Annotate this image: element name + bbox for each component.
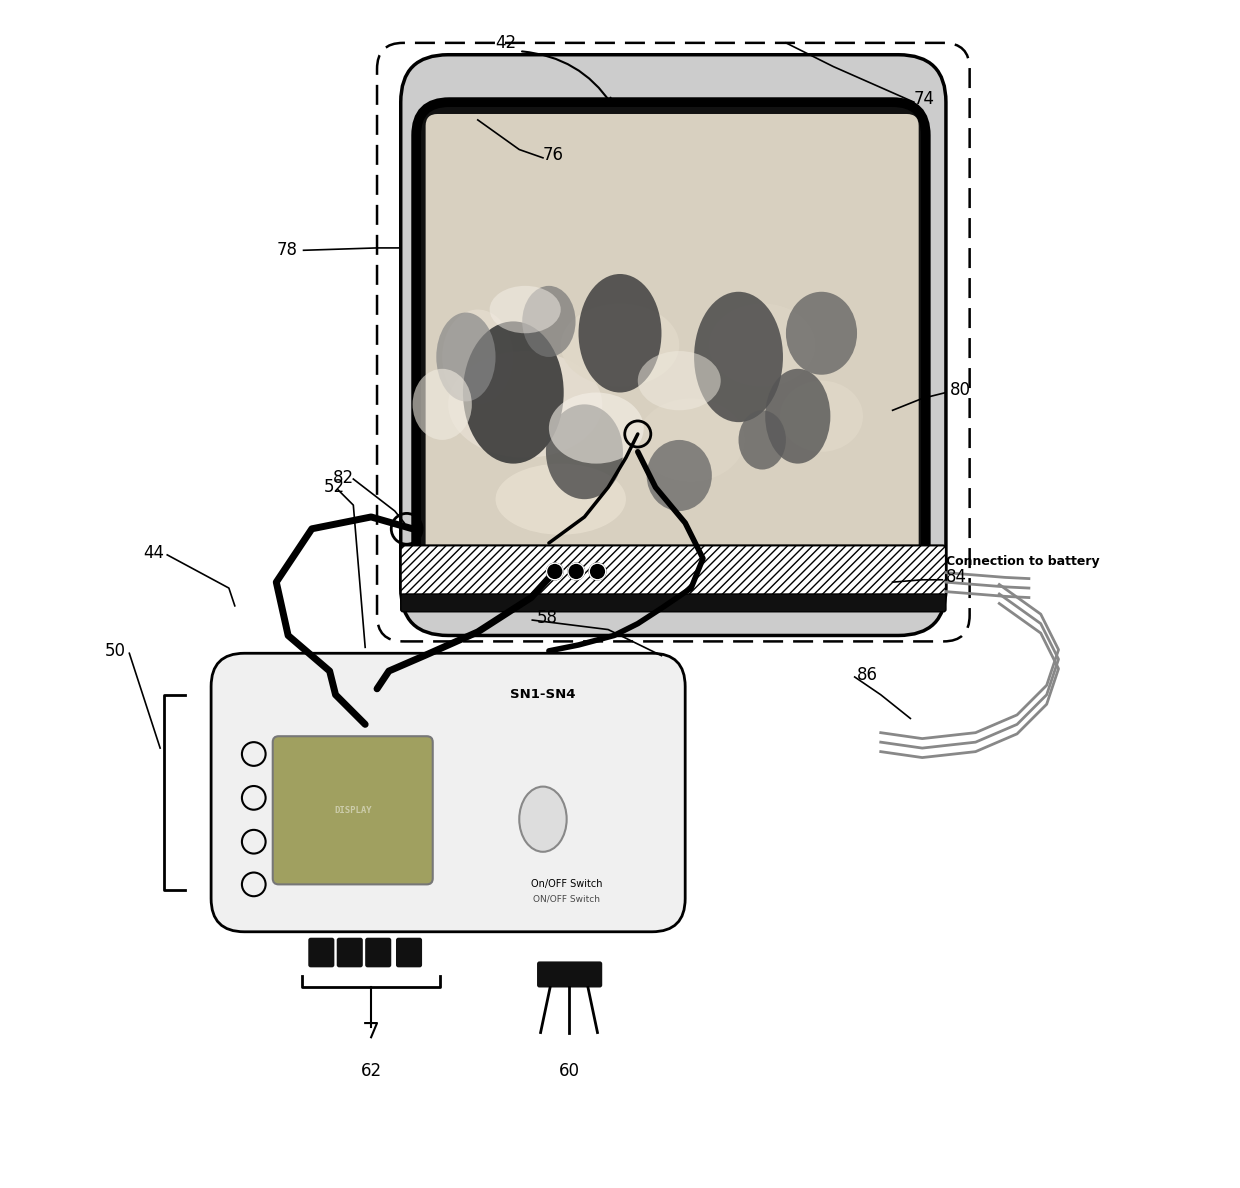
FancyBboxPatch shape — [365, 937, 392, 967]
Text: 50: 50 — [104, 642, 125, 659]
Text: 58: 58 — [537, 608, 558, 627]
Text: DISPLAY: DISPLAY — [334, 805, 372, 815]
FancyBboxPatch shape — [211, 653, 686, 931]
Ellipse shape — [579, 274, 661, 392]
Text: 74: 74 — [914, 89, 935, 108]
Ellipse shape — [637, 398, 744, 481]
FancyBboxPatch shape — [401, 545, 946, 596]
Ellipse shape — [786, 292, 857, 374]
FancyBboxPatch shape — [309, 937, 335, 967]
Ellipse shape — [739, 410, 786, 469]
FancyBboxPatch shape — [396, 937, 422, 967]
FancyBboxPatch shape — [401, 55, 946, 636]
Text: 42: 42 — [496, 34, 517, 52]
Ellipse shape — [546, 404, 622, 499]
FancyBboxPatch shape — [401, 594, 946, 612]
Text: 78: 78 — [277, 241, 298, 259]
Ellipse shape — [647, 440, 712, 511]
Text: 84: 84 — [946, 568, 967, 587]
Ellipse shape — [709, 304, 816, 386]
FancyBboxPatch shape — [417, 102, 926, 600]
FancyBboxPatch shape — [337, 937, 363, 967]
Ellipse shape — [443, 310, 513, 404]
Ellipse shape — [637, 350, 720, 410]
Text: 82: 82 — [334, 469, 355, 487]
Text: 44: 44 — [144, 544, 165, 562]
Ellipse shape — [490, 286, 560, 334]
Circle shape — [589, 563, 606, 580]
Text: ON/OFF Switch: ON/OFF Switch — [533, 895, 600, 903]
Text: Connection to battery: Connection to battery — [946, 556, 1100, 569]
Text: 52: 52 — [324, 479, 345, 497]
Ellipse shape — [413, 368, 472, 440]
FancyBboxPatch shape — [425, 114, 919, 588]
Circle shape — [568, 563, 584, 580]
Ellipse shape — [765, 368, 831, 463]
Circle shape — [547, 563, 563, 580]
Ellipse shape — [560, 304, 680, 386]
Ellipse shape — [448, 350, 603, 457]
Ellipse shape — [496, 463, 626, 535]
Ellipse shape — [694, 292, 782, 422]
Ellipse shape — [436, 312, 496, 402]
Ellipse shape — [549, 392, 644, 463]
FancyBboxPatch shape — [273, 737, 433, 884]
Text: 86: 86 — [857, 665, 878, 683]
Text: SN1-SN4: SN1-SN4 — [510, 688, 575, 701]
Ellipse shape — [780, 380, 863, 451]
Text: 60: 60 — [558, 1062, 579, 1080]
Text: On/OFF Switch: On/OFF Switch — [531, 879, 603, 890]
Text: 62: 62 — [361, 1062, 382, 1080]
FancyBboxPatch shape — [537, 961, 603, 987]
Ellipse shape — [522, 286, 575, 356]
Ellipse shape — [463, 322, 564, 463]
Text: 80: 80 — [950, 381, 971, 399]
Ellipse shape — [520, 786, 567, 852]
Text: 76: 76 — [543, 146, 564, 164]
